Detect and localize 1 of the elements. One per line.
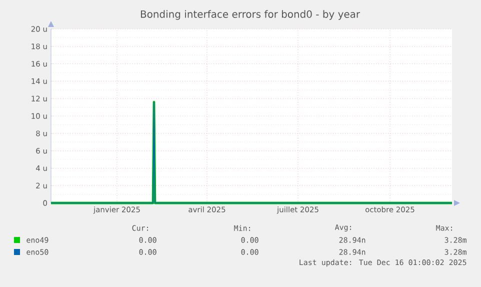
chart-title: Bonding interface errors for bond0 - by year xyxy=(140,10,360,20)
